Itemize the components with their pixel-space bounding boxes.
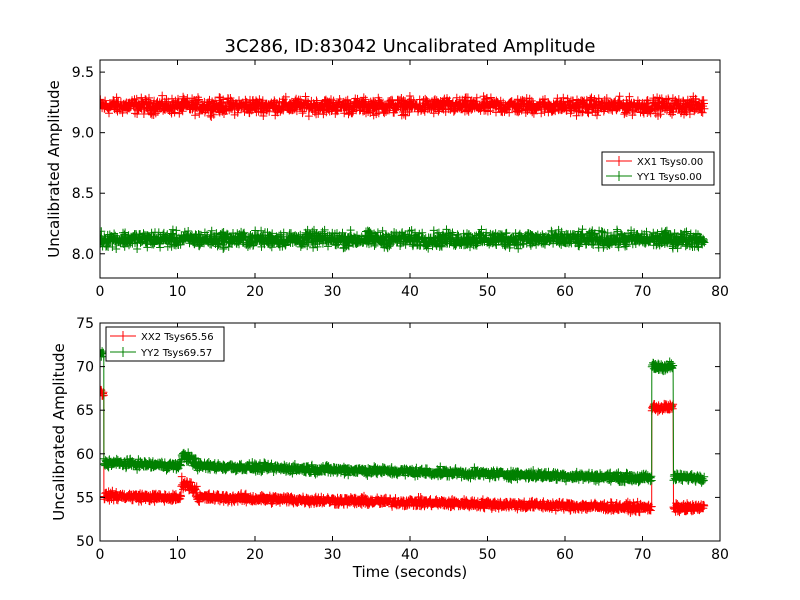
- top-x-tick-label: 0: [96, 284, 105, 300]
- bottom-x-tick-label: 0: [96, 547, 105, 563]
- top-legend-label-yy1: YY1 Tsys0.00: [636, 172, 702, 183]
- top-y-tick-label: 8.5: [72, 186, 94, 202]
- x-axis-label: Time (seconds): [352, 563, 468, 581]
- top-x-tick-label: 30: [324, 284, 342, 300]
- bottom-x-tick-label: 20: [246, 547, 264, 563]
- bottom-x-tick-label: 10: [169, 547, 187, 563]
- bottom-series-markers-1: [100, 347, 709, 487]
- bottom-x-tick-label: 80: [711, 547, 729, 563]
- bottom-x-tick-label: 50: [479, 547, 497, 563]
- top-series-markers-1: [100, 225, 709, 253]
- bottom-x-tick-label: 40: [401, 547, 419, 563]
- top-panel: 0 10 20 30 40 50 60 70 80 8.0 8.5 9.0 9.5 Uncalibrat…: [45, 59, 729, 300]
- bottom-x-tick-label: 70: [634, 547, 652, 563]
- top-x-tick-label: 50: [479, 284, 497, 300]
- bottom-legend-label-yy2: YY2 Tsys69.57: [140, 348, 212, 359]
- bottom-x-tick-label: 30: [324, 547, 342, 563]
- bottom-y-tick-label: 75: [76, 316, 94, 332]
- bottom-series-0: [100, 385, 709, 517]
- top-ticks: 0 10 20 30 40 50 60 70 80 8.0 8.5 9.0 9.5: [72, 60, 729, 300]
- bottom-legend-label-xx2: XX2 Tsys65.56: [141, 332, 214, 343]
- top-series-markers-0: [100, 91, 709, 121]
- top-x-tick-label: 40: [401, 284, 419, 300]
- bottom-y-tick-label: 55: [76, 490, 94, 506]
- top-x-tick-label: 80: [711, 284, 729, 300]
- top-y-tick-label: 9.0: [72, 126, 94, 142]
- top-legend-label-xx1: XX1 Tsys0.00: [637, 157, 703, 168]
- bottom-series-1: [100, 347, 709, 487]
- top-x-tick-label: 60: [556, 284, 574, 300]
- bottom-legend: XX2 Tsys65.56 YY2 Tsys69.57: [105, 326, 225, 362]
- top-legend-box: [601, 151, 715, 186]
- bottom-y-axis-label: Uncalibrated Amplitude: [50, 343, 68, 520]
- top-y-tick-label: 9.5: [72, 65, 94, 81]
- top-series-0: [100, 91, 709, 121]
- top-y-axis-label: Uncalibrated Amplitude: [45, 80, 63, 257]
- bottom-y-tick-label: 60: [76, 447, 94, 463]
- bottom-ticks: 0 10 20 30 40 50 60 70 80 50 55 60 65 70 75: [76, 316, 729, 563]
- bottom-y-tick-label: 70: [76, 360, 94, 376]
- top-x-tick-label: 20: [246, 284, 264, 300]
- bottom-data-points: [100, 347, 709, 517]
- bottom-x-tick-label: 60: [556, 547, 574, 563]
- top-x-tick-label: 10: [169, 284, 187, 300]
- chart-title: 3C286, ID:83042 Uncalibrated Amplitude: [225, 36, 596, 57]
- bottom-y-tick-label: 65: [76, 403, 94, 419]
- bottom-panel: 0 10 20 30 40 50 60 70 80 50 55 60 65 70 75 Uncalibrat…: [50, 316, 729, 581]
- bottom-series-markers-0: [100, 385, 709, 517]
- top-data-points: [100, 91, 709, 253]
- top-legend: XX1 Tsys0.00 YY1 Tsys0.00: [601, 151, 715, 186]
- top-series-1: [100, 225, 709, 253]
- top-x-tick-label: 70: [634, 284, 652, 300]
- bottom-legend-box: [105, 326, 225, 362]
- bottom-y-tick-label: 50: [76, 534, 94, 550]
- top-y-tick-label: 8.0: [72, 247, 94, 263]
